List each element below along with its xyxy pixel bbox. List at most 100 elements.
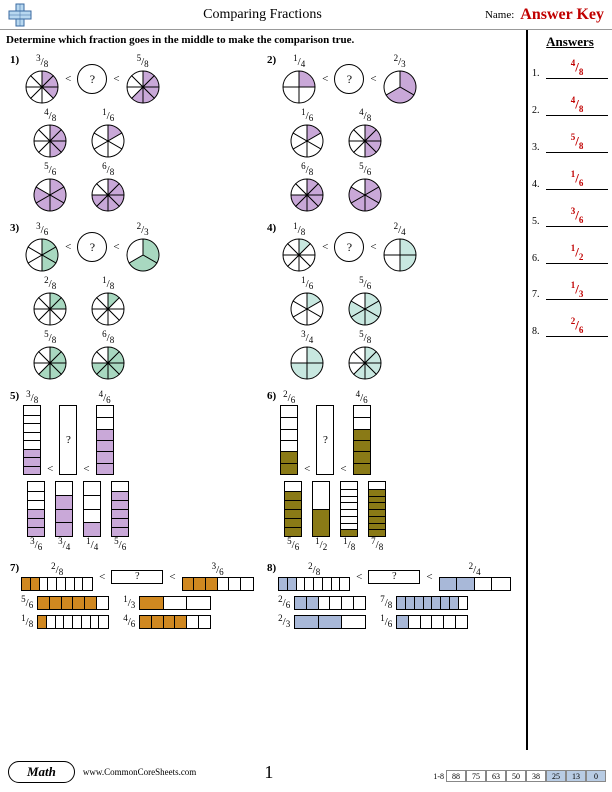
- worksheet-page: { "header": { "title": "Comparing Fracti…: [0, 0, 612, 792]
- fraction-label: 1/8: [91, 276, 125, 291]
- fraction-label: 5/8: [33, 330, 67, 345]
- pie-chart: [91, 346, 125, 380]
- fraction-label: 1/8: [340, 537, 358, 552]
- pie-chart: [383, 238, 417, 272]
- fraction-label: 5/6: [111, 537, 129, 552]
- pie-chart: [126, 238, 160, 272]
- answer-line: 3.5/8: [532, 132, 608, 153]
- name-label: Name:: [485, 9, 514, 21]
- vertical-bar: [312, 481, 330, 537]
- problem-number: 7): [10, 562, 19, 629]
- horizontal-bar: [139, 615, 211, 629]
- vertical-bar: [280, 405, 298, 475]
- fraction-label: 5/6: [284, 537, 302, 552]
- fraction-label: 2/6: [280, 390, 298, 405]
- page-title: Comparing Fractions: [40, 7, 485, 23]
- horizontal-bar: [396, 615, 468, 629]
- pie-chart: [290, 178, 324, 212]
- answer-index: 6.: [532, 253, 546, 264]
- footer: Math www.CommonCoreSheets.com 1 1-8 8875…: [0, 756, 612, 788]
- horizontal-bar: [182, 577, 254, 591]
- fraction-label: 4/8: [348, 108, 382, 123]
- scoring-cell: 50: [506, 770, 526, 782]
- instructions: Determine which fraction goes in the mid…: [6, 34, 520, 46]
- fraction-label: 4/6: [123, 614, 135, 629]
- question-slot: ?: [368, 570, 420, 584]
- answer-value: 2/6: [546, 316, 608, 337]
- scoring-cell: 13: [566, 770, 586, 782]
- answers-column: Answers 1.4/82.4/83.5/84.1/65.3/66.1/27.…: [528, 30, 612, 750]
- answer-index: 3.: [532, 142, 546, 153]
- fraction-label: 5/8: [126, 54, 160, 69]
- fraction-label: 3/6: [25, 222, 59, 237]
- horizontal-bar: [294, 615, 366, 629]
- fraction-label: 3/6: [212, 562, 224, 577]
- horizontal-bar: [278, 577, 350, 591]
- page-number: 1: [264, 762, 273, 783]
- fraction-label: 2/3: [383, 54, 417, 69]
- scoring-row: 887563503825130: [446, 770, 606, 782]
- fraction-label: 2/8: [51, 562, 63, 577]
- answer-line: 1.4/8: [532, 58, 608, 79]
- fraction-label: 1/6: [91, 108, 125, 123]
- question-slot: ?: [59, 405, 77, 475]
- answer-line: 4.1/6: [532, 169, 608, 190]
- horizontal-bar: [37, 615, 109, 629]
- vertical-bar: [340, 481, 358, 537]
- fraction-label: 1/6: [290, 276, 324, 291]
- answer-value: 1/3: [546, 280, 608, 301]
- question-slot: ?: [111, 570, 163, 584]
- vertical-bar: [96, 405, 114, 475]
- question-slot: ?: [334, 232, 364, 262]
- scoring-cell: 38: [526, 770, 546, 782]
- answers-list: 1.4/82.4/83.5/84.1/65.3/66.1/27.1/38.2/6: [532, 58, 608, 337]
- problem-number: 8): [267, 562, 276, 629]
- answer-value: 4/8: [546, 95, 608, 116]
- problem-cell: 2) 1/4 < ? < 2/3 1/64/8 6/85/6: [263, 52, 520, 220]
- less-than: <: [322, 73, 328, 85]
- fraction-label: 3/8: [23, 390, 41, 405]
- answer-value: 5/8: [546, 132, 608, 153]
- fraction-label: 2/3: [278, 614, 290, 629]
- pie-chart: [33, 178, 67, 212]
- pie-chart: [282, 238, 316, 272]
- fraction-label: 3/6: [27, 537, 45, 552]
- pie-chart: [348, 178, 382, 212]
- less-than: <: [370, 73, 376, 85]
- scoring-cell: 75: [466, 770, 486, 782]
- answer-value: 3/6: [546, 206, 608, 227]
- answer-value: 4/8: [546, 58, 608, 79]
- fraction-label: 1/8: [21, 614, 33, 629]
- pie-chart: [348, 346, 382, 380]
- fraction-label: 6/8: [290, 162, 324, 177]
- fraction-label: 2/8: [308, 562, 320, 577]
- vertical-bar: [27, 481, 45, 537]
- pie-chart: [33, 124, 67, 158]
- fraction-label: 1/6: [290, 108, 324, 123]
- fraction-label: 1/4: [83, 537, 101, 552]
- answer-index: 1.: [532, 68, 546, 79]
- less-than: <: [113, 241, 119, 253]
- pie-chart: [91, 124, 125, 158]
- answer-index: 2.: [532, 105, 546, 116]
- scoring-cell: 88: [446, 770, 466, 782]
- answer-index: 4.: [532, 179, 546, 190]
- fraction-label: 1/6: [380, 614, 392, 629]
- less-than: <: [65, 241, 71, 253]
- horizontal-bar: [139, 596, 211, 610]
- problem-cell: 6) 2/6 < ? < 4/6 5/61/21/87/8: [263, 388, 520, 560]
- answer-line: 5.3/6: [532, 206, 608, 227]
- problems-column: Determine which fraction goes in the mid…: [0, 30, 528, 750]
- problems-grid: 1) 3/8 < ? < 5/8 4/81/6 5/66/8: [6, 52, 520, 637]
- question-slot: ?: [77, 64, 107, 94]
- problem-number: 2): [267, 54, 276, 212]
- horizontal-bar: [294, 596, 366, 610]
- pie-chart: [25, 70, 59, 104]
- vertical-bar: [23, 405, 41, 475]
- subject-pill: Math: [8, 761, 75, 783]
- less-than: <: [322, 241, 328, 253]
- scoring-cell: 0: [586, 770, 606, 782]
- answer-line: 2.4/8: [532, 95, 608, 116]
- answer-key-label: Answer Key: [520, 6, 604, 24]
- problem-number: 3): [10, 222, 19, 380]
